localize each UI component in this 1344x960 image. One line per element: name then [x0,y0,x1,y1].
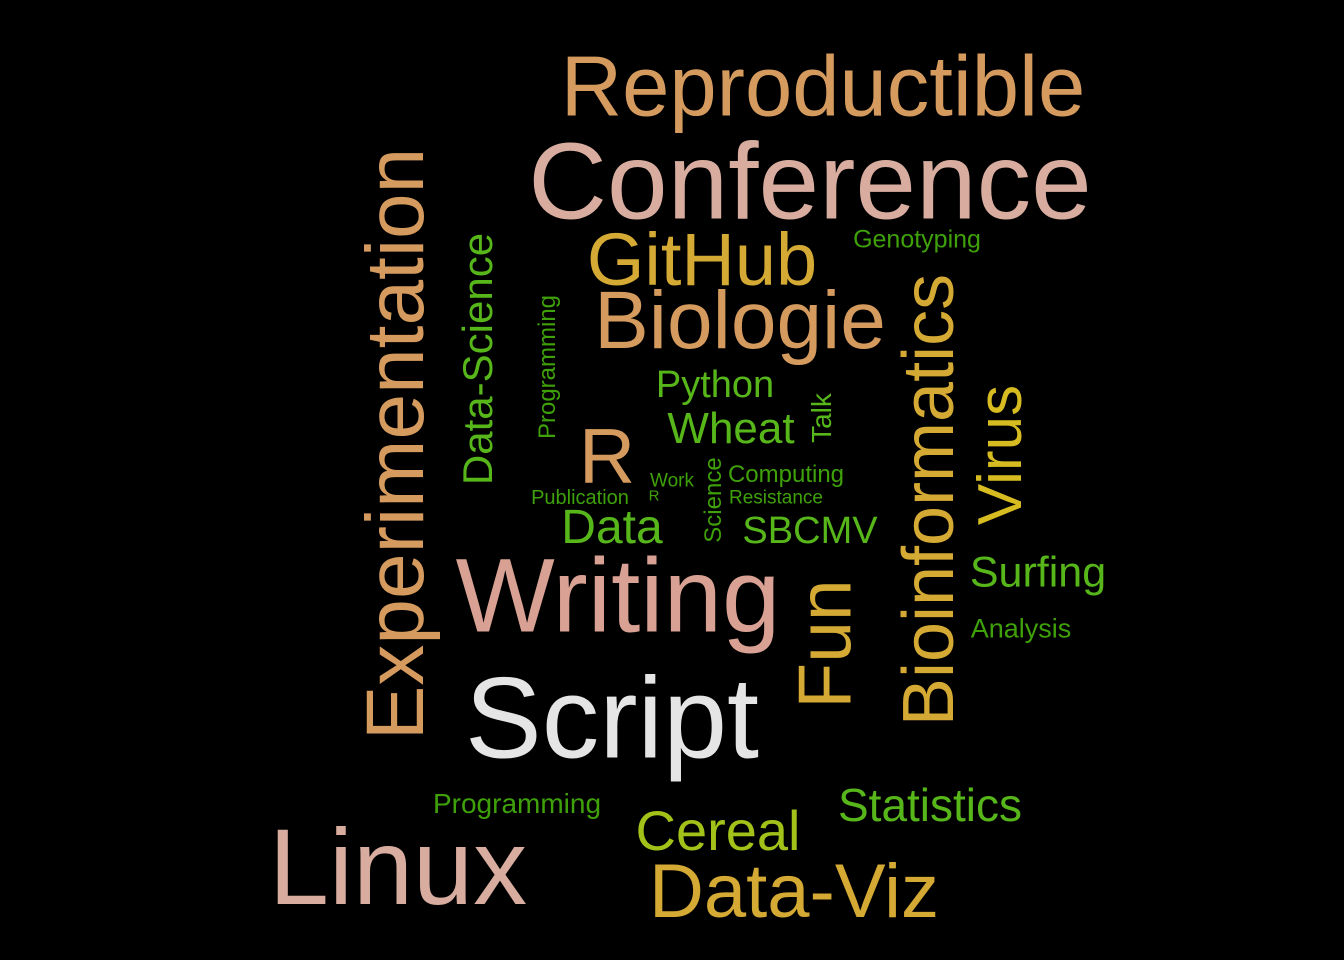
word-bioinformatics: Bioinformatics [889,273,969,727]
word-genotyping: Genotyping [853,225,981,254]
word-reproductible: Reproductible [560,39,1086,135]
word-computing: Computing [727,461,845,488]
word-virus: Virus [966,384,1035,526]
word-data-viz: Data-Viz [648,849,940,934]
word-programming: Programming [432,788,602,819]
word-experimentation: Experimentation [350,147,441,741]
word-linux: Linux [268,806,528,927]
word-fun: Fun [782,579,867,709]
word-script: Script [465,654,759,783]
word-conference: Conference [528,120,1092,243]
word-analysis: Analysis [970,613,1072,644]
word-programming-vertical: Programming [534,294,561,440]
word-python: Python [655,364,775,406]
word-work: Work [650,470,694,492]
word-wheat: Wheat [667,404,795,453]
word-data: Data [561,501,663,554]
word-r-small: R [648,487,660,505]
word-writing: Writing [455,537,781,655]
word-r-large: R [578,412,636,500]
word-github: GitHub [586,218,818,301]
word-data-science: Data-Science [454,232,501,486]
word-science: Science [700,457,727,543]
word-publication: Publication [531,487,629,509]
word-statistics: Statistics [837,779,1023,831]
word-cereal: Cereal [635,799,801,862]
word-surfing: Surfing [969,548,1107,597]
word-biologie: Biologie [594,275,886,366]
word-talk: Talk [806,393,837,443]
word-sbcmv: SBCMV [742,510,878,552]
word-resistance: Resistance [729,487,823,509]
